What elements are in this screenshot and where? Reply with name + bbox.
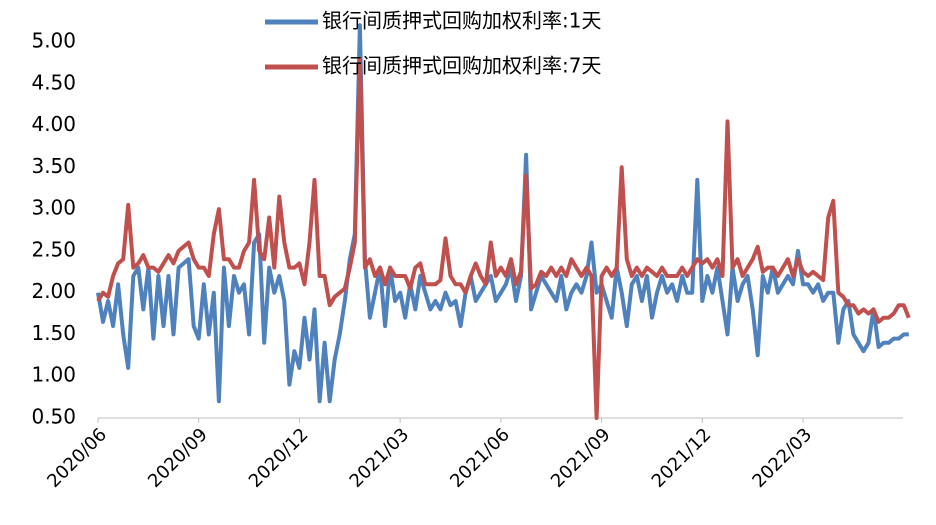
x-tick-label: 2021/12 — [648, 424, 716, 492]
y-tick-label: 1.00 — [31, 363, 76, 387]
y-tick-label: 2.00 — [31, 279, 76, 303]
x-tick-label: 2020/12 — [245, 424, 313, 492]
y-tick-label: 2.50 — [31, 237, 76, 261]
line-series — [96, 56, 911, 420]
y-tick-label: 1.50 — [31, 321, 76, 345]
y-tick-label: 4.50 — [31, 70, 76, 94]
x-tick-label: 2021/03 — [346, 424, 414, 492]
y-tick-label: 3.00 — [31, 196, 76, 220]
x-tick-label: 2022/03 — [748, 424, 816, 492]
legend-label: 银行间质押式回购加权利率:7天 — [322, 54, 601, 78]
x-tick-label: 2021/09 — [547, 424, 615, 492]
y-tick-label: 3.50 — [31, 154, 76, 178]
legend-label: 银行间质押式回购加权利率:1天 — [322, 9, 601, 33]
x-tick-label: 2020/06 — [43, 424, 111, 492]
y-tick-label: 0.50 — [31, 405, 76, 429]
x-tick-label: 2021/06 — [446, 424, 514, 492]
x-tick-label: 2020/09 — [144, 424, 212, 492]
y-tick-label: 4.00 — [31, 112, 76, 136]
y-tick-label: 5.00 — [31, 29, 76, 53]
